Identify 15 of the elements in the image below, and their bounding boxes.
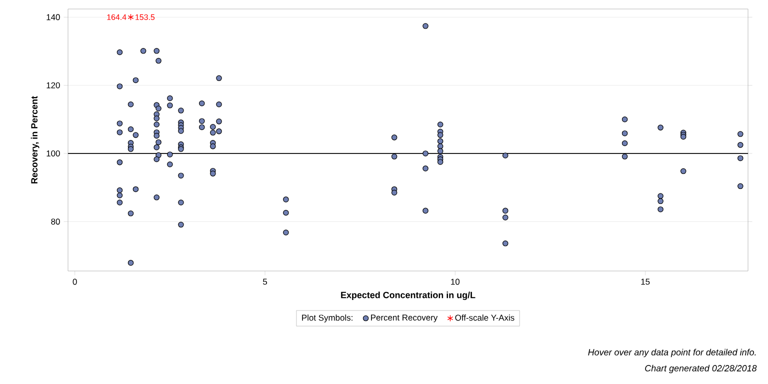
y-axis-title: Recovery, in Percent	[30, 96, 40, 184]
y-tick-label: 100	[46, 150, 60, 156]
legend-title: Plot Symbols:	[302, 314, 352, 322]
text: Chart generated 02/28/2018	[645, 364, 757, 374]
x-axis-title: Expected Concentration in ug/L	[341, 292, 476, 300]
y-tick-label: 120	[46, 82, 60, 88]
legend-label: Off-scale Y-Axis	[455, 314, 514, 321]
x-tick-label: 5	[263, 278, 268, 285]
x-tick-label: 0	[72, 278, 77, 285]
text: Hover over any data point for detailed info.	[588, 348, 756, 358]
x-tick-label: 15	[641, 278, 650, 285]
legend-label: Percent Recovery	[371, 314, 438, 322]
x-tick-label: 10	[451, 278, 460, 285]
y-tick-label: 140	[46, 14, 60, 20]
y-tick-label: 80	[51, 218, 60, 225]
